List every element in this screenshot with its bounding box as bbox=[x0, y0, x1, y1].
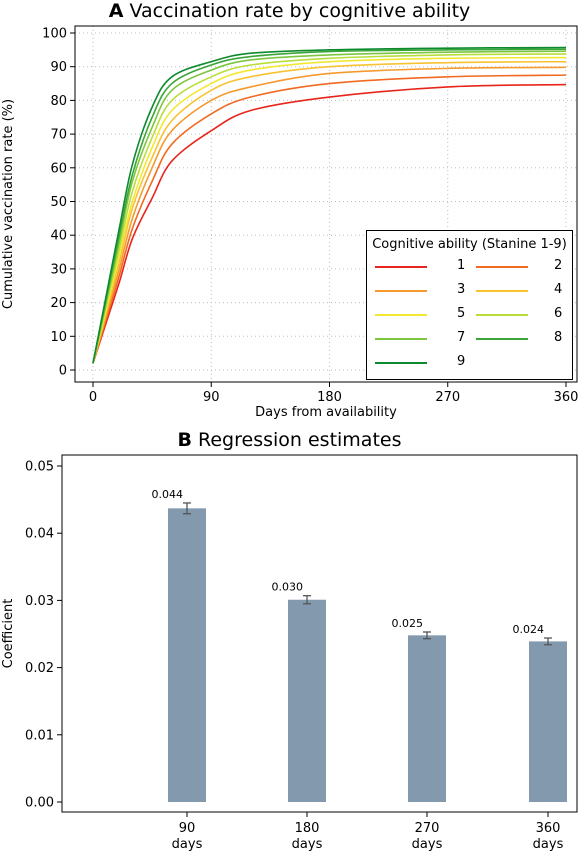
y-tick-label: 0.05 bbox=[25, 460, 54, 475]
y-tick-label: 0.03 bbox=[25, 594, 54, 609]
x-tick-label: 270 bbox=[415, 821, 440, 836]
legend-label: 9 bbox=[457, 354, 466, 369]
y-tick-label: 50 bbox=[50, 195, 67, 210]
data-label: 0.024 bbox=[513, 623, 545, 636]
data-label: 0.030 bbox=[272, 581, 304, 594]
series-line-7 bbox=[92, 50, 567, 364]
legend: Cognitive ability (Stanine 1-9) 1 2 3 4 5 6 7 8… bbox=[366, 230, 573, 380]
y-tick-label: 70 bbox=[50, 128, 67, 143]
bar bbox=[529, 641, 567, 802]
y-tick-label: 60 bbox=[50, 161, 67, 176]
legend-item-6: 6 bbox=[476, 306, 576, 322]
bar bbox=[408, 635, 446, 802]
series-line-6 bbox=[92, 53, 567, 364]
panel-a-title: A Vaccination rate by cognitive ability bbox=[108, 0, 471, 22]
series-line-5 bbox=[92, 56, 567, 364]
y-tick-label: 30 bbox=[50, 262, 67, 277]
series-line-8 bbox=[92, 48, 567, 364]
x-tick-label: 180 bbox=[295, 821, 320, 836]
series-line-2 bbox=[92, 74, 567, 364]
legend-label: 1 bbox=[457, 258, 466, 273]
x-axis-label: Days from availability bbox=[255, 405, 397, 420]
legend-item-9: 9 bbox=[375, 354, 475, 370]
x-tick-label: 270 bbox=[435, 390, 460, 405]
legend-item-3: 3 bbox=[375, 282, 475, 298]
legend-item-5: 5 bbox=[375, 306, 475, 322]
plot-frame bbox=[74, 25, 578, 383]
y-tick-label: 0 bbox=[59, 364, 67, 379]
y-tick-label: 20 bbox=[50, 296, 67, 311]
legend-label: 2 bbox=[554, 258, 563, 273]
legend-label: 6 bbox=[554, 306, 563, 321]
legend-swatch bbox=[375, 290, 427, 292]
x-tick-label-unit: days bbox=[292, 837, 323, 852]
legend-swatch bbox=[375, 314, 427, 316]
series-line-1 bbox=[92, 83, 567, 364]
legend-label: 7 bbox=[457, 330, 466, 345]
series-line-3 bbox=[92, 66, 567, 364]
legend-item-1: 1 bbox=[375, 258, 475, 274]
y-tick-label: 80 bbox=[50, 94, 67, 109]
legend-item-8: 8 bbox=[476, 330, 576, 346]
data-label: 0.044 bbox=[152, 488, 184, 501]
panel-a-chart: 0 10 20 30 40 50 60 70 80 90 100 0 90 180 270 360 Days f… bbox=[1, 25, 579, 420]
series-line-4 bbox=[92, 60, 567, 364]
legend-swatch bbox=[375, 362, 427, 364]
x-tick-label: 0 bbox=[89, 390, 97, 405]
x-tick-label-unit: days bbox=[533, 837, 564, 852]
y-tick-label: 0.02 bbox=[25, 661, 54, 676]
x-tick-label: 90 bbox=[179, 821, 196, 836]
legend-label: 5 bbox=[457, 306, 466, 321]
y-tick-label: 100 bbox=[42, 27, 67, 42]
series-line-9 bbox=[92, 46, 567, 364]
y-tick-label: 40 bbox=[50, 229, 67, 244]
data-label: 0.025 bbox=[392, 617, 424, 630]
y-tick-label: 0.01 bbox=[25, 728, 54, 743]
legend-swatch bbox=[375, 338, 427, 340]
legend-swatch bbox=[476, 266, 528, 268]
legend-swatch bbox=[476, 314, 528, 316]
y-axis-label: Coefficient bbox=[1, 599, 16, 669]
x-tick-label: 180 bbox=[317, 390, 342, 405]
y-tick-label: 0.00 bbox=[25, 796, 54, 811]
x-tick-label: 360 bbox=[554, 390, 579, 405]
legend-item-4: 4 bbox=[476, 282, 576, 298]
legend-label: 8 bbox=[554, 330, 563, 345]
legend-title: Cognitive ability (Stanine 1-9) bbox=[372, 237, 567, 252]
y-axis-label: Cumulative vaccination rate (%) bbox=[1, 99, 16, 309]
legend-swatch bbox=[476, 338, 528, 340]
x-tick-label: 90 bbox=[203, 390, 220, 405]
legend-swatch bbox=[375, 266, 427, 268]
legend-item-2: 2 bbox=[476, 258, 576, 274]
x-tick-label-unit: days bbox=[412, 837, 443, 852]
panel-b-title: B Regression estimates bbox=[177, 429, 402, 451]
legend-label: 3 bbox=[457, 282, 466, 297]
bar bbox=[288, 599, 326, 802]
x-tick-label: 360 bbox=[536, 821, 561, 836]
y-tick-label: 90 bbox=[50, 60, 67, 75]
y-tick-label: 0.04 bbox=[25, 527, 54, 542]
legend-label: 4 bbox=[554, 282, 563, 297]
legend-swatch bbox=[476, 290, 528, 292]
plot-frame bbox=[61, 454, 578, 813]
legend-item-7: 7 bbox=[375, 330, 475, 346]
bar bbox=[168, 508, 206, 802]
x-tick-label-unit: days bbox=[172, 837, 203, 852]
y-tick-label: 10 bbox=[50, 330, 67, 345]
